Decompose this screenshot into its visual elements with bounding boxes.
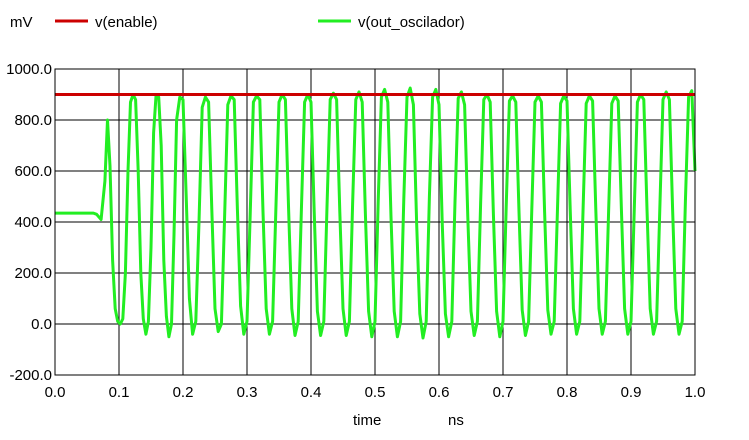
x-tick-label: 0.7 xyxy=(493,384,514,401)
y-tick-label: 800.0 xyxy=(14,112,52,129)
series-line-out-oscilador xyxy=(55,86,697,340)
x-axis-label: time xyxy=(353,412,381,429)
x-axis-unit: ns xyxy=(448,412,464,429)
x-tick-labels: 0.0 0.1 0.2 0.3 0.4 0.5 0.6 0.7 0.8 0.9 1.0 xyxy=(45,384,706,401)
y-tick-labels: 1000.0 800.0 600.0 400.0 200.0 0.0 -200.0 xyxy=(6,61,52,384)
x-tick-label: 1.0 xyxy=(685,384,706,401)
x-tick-label: 0.6 xyxy=(429,384,450,401)
y-axis-unit-label: mV xyxy=(10,14,33,31)
x-tick-label: 0.0 xyxy=(45,384,66,401)
series-layer xyxy=(55,86,697,340)
x-tick-label: 0.4 xyxy=(301,384,322,401)
x-tick-label: 0.8 xyxy=(557,384,578,401)
legend-label-out-oscilador: v(out_oscilador) xyxy=(358,14,465,31)
y-tick-label: 600.0 xyxy=(14,163,52,180)
y-tick-label: 0.0 xyxy=(31,316,52,333)
x-tick-label: 0.5 xyxy=(365,384,386,401)
y-tick-label: 1000.0 xyxy=(6,61,52,78)
x-tick-label: 0.3 xyxy=(237,384,258,401)
plot-frame xyxy=(54,68,696,376)
legend-label-enable: v(enable) xyxy=(95,14,158,31)
y-tick-label: 200.0 xyxy=(14,265,52,282)
y-tick-label: -200.0 xyxy=(9,367,52,384)
x-tick-label: 0.9 xyxy=(621,384,642,401)
legend: mV v(enable) v(out_oscilador) xyxy=(10,14,465,31)
x-tick-label: 0.1 xyxy=(109,384,130,401)
x-tick-label: 0.2 xyxy=(173,384,194,401)
y-tick-label: 400.0 xyxy=(14,214,52,231)
